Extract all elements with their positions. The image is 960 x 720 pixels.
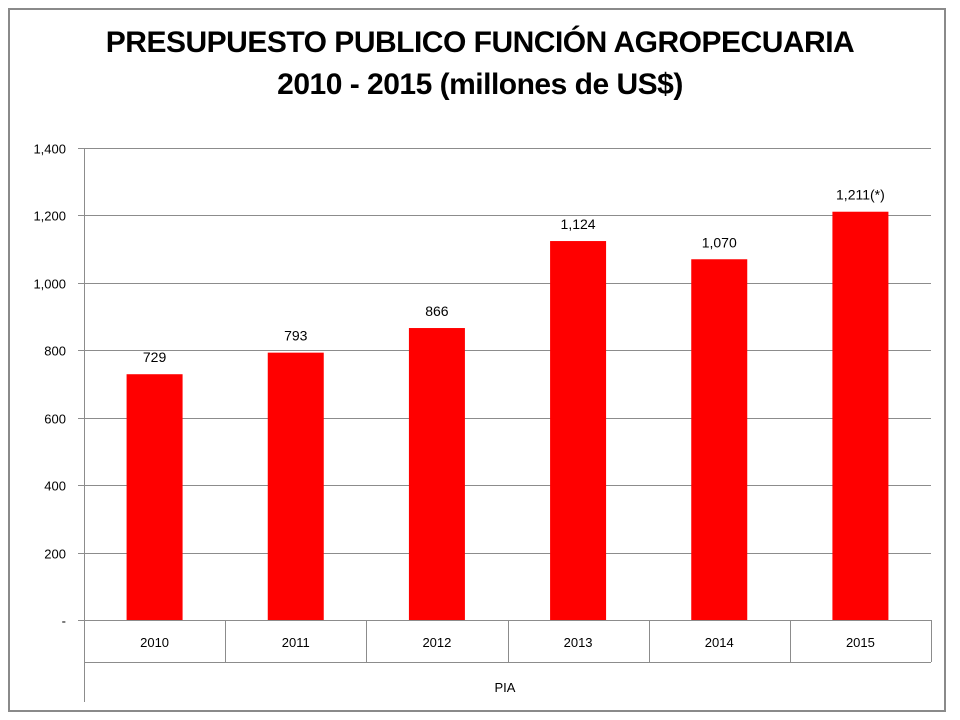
x-tick-label-2015: 2015 [846,635,875,650]
x-group-label: PIA [495,680,516,695]
bar-2011 [267,352,324,620]
y-tick-label: 600 [44,412,66,427]
chart-title-line1: PRESUPUESTO PUBLICO FUNCIÓN AGROPECUARIA [105,26,855,59]
bar-2014 [691,259,748,620]
y-tick-label: 200 [44,547,66,562]
data-label-2015: 1,211(*) [836,187,885,203]
data-label-2013: 1,124 [561,216,596,232]
y-tick-label: 1,400 [33,142,66,157]
bar-2010 [126,374,183,620]
chart-title-line2: 2010 - 2015 (millones de US$) [277,68,683,101]
axes: - 200 400 600 800 1,000 1,200 1,400 2010 2011 2012… [33,142,932,702]
x-tick-label-2011: 2011 [282,635,310,650]
y-tick-label: 400 [44,479,66,494]
x-tick-label-2010: 2010 [140,635,169,650]
x-tick-label-2014: 2014 [705,635,734,650]
bar-2013 [550,241,607,620]
y-tick-label: 800 [44,344,66,359]
bars [126,211,889,620]
gridlines [84,148,931,554]
chart-title: PRESUPUESTO PUBLICO FUNCIÓN AGROPECUARIA… [0,22,960,106]
data-label-2011: 793 [284,328,308,344]
data-label-2014: 1,070 [702,234,737,250]
x-tick-label-2013: 2013 [564,635,593,650]
x-tick-label-2012: 2012 [422,635,451,650]
bar-2015 [832,211,889,620]
bar-2012 [408,328,465,620]
y-tick-label: - [62,614,66,629]
data-label-2010: 729 [143,349,167,365]
y-tick-label: 1,200 [33,209,66,224]
data-label-2012: 866 [425,303,449,319]
y-tick-label: 1,000 [33,277,66,292]
data-labels: 729 793 866 1,124 1,070 1,211(*) [143,187,885,366]
